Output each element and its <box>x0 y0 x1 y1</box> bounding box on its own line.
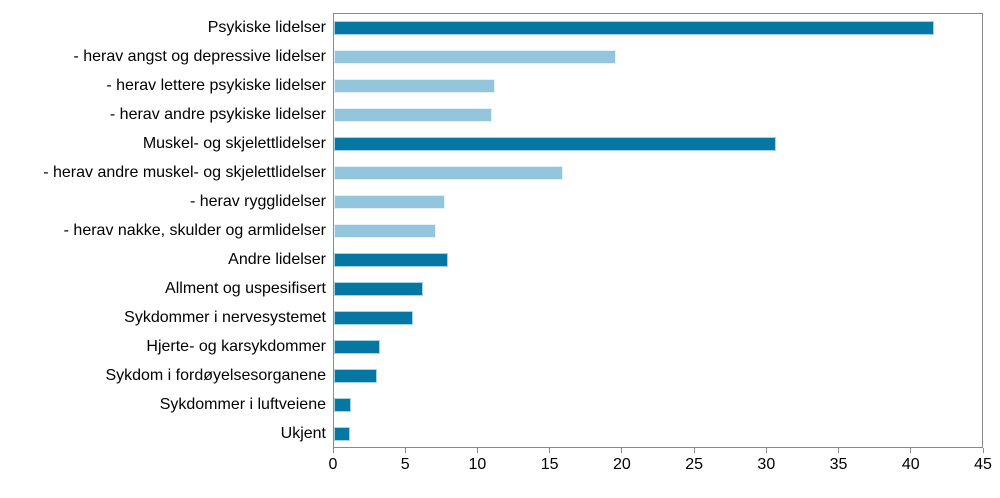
category-label: - herav nakke, skulder og armlidelser <box>63 221 326 239</box>
category-label: Sykdommer i nervesystemet <box>124 308 326 326</box>
bar <box>334 21 935 35</box>
bar <box>334 340 381 354</box>
bar-row <box>334 188 982 217</box>
category-label: Hjerte- og karsykdommer <box>146 337 326 355</box>
x-axis-tick-label: 25 <box>685 456 703 473</box>
x-axis-tick <box>765 448 767 453</box>
bar <box>334 253 448 267</box>
bar-row <box>334 362 982 391</box>
x-axis-tick-label: 35 <box>829 456 848 473</box>
category-axis-labels: Psykiske lidelser - herav angst og depres… <box>0 13 333 448</box>
bar <box>334 224 437 238</box>
bar <box>334 282 424 296</box>
x-axis-tick <box>910 448 912 453</box>
bar-row <box>334 14 982 43</box>
category-label: Ukjent <box>280 424 326 442</box>
bar <box>334 137 777 151</box>
bar-row <box>334 130 982 159</box>
x-axis-tick-label: 5 <box>400 456 410 473</box>
x-axis-tick <box>549 448 551 453</box>
x-axis-tick <box>982 448 984 453</box>
bar <box>334 166 563 180</box>
bar <box>334 50 617 64</box>
bar-row <box>334 101 982 130</box>
bar-row <box>334 420 982 449</box>
category-label: Sykdom i fordøyelsesorganene <box>105 366 326 384</box>
bar-row <box>334 246 982 275</box>
x-axis-tick <box>621 448 623 453</box>
bar-row <box>334 304 982 333</box>
bar-row <box>334 159 982 188</box>
bar <box>334 108 493 122</box>
bar <box>334 79 496 93</box>
plot-area <box>333 13 983 448</box>
category-label: - herav andre psykiske lidelser <box>109 105 326 123</box>
category-label: - herav angst og depressive lidelser <box>73 47 326 65</box>
x-axis-tick <box>476 448 478 453</box>
x-axis-tick-label: 0 <box>328 456 338 473</box>
category-label: Andre lidelser <box>228 250 326 268</box>
category-label: Muskel- og skjelettlidelser <box>142 134 326 152</box>
category-label: Sykdommer i luftveiene <box>159 395 326 413</box>
x-axis-tick-label: 20 <box>612 456 631 473</box>
category-label: - herav lettere psykiske lidelser <box>106 76 326 94</box>
x-axis-tick <box>332 448 334 453</box>
category-label: Allment og uspesifisert <box>165 279 326 297</box>
x-axis-tick-label: 30 <box>757 456 776 473</box>
category-label: Psykiske lidelser <box>207 18 326 36</box>
x-axis-tick <box>404 448 406 453</box>
bar-row <box>334 333 982 362</box>
x-axis-tick-label: 40 <box>901 456 920 473</box>
x-axis-tick <box>693 448 695 453</box>
bar <box>334 398 352 412</box>
category-label: - herav rygglidelser <box>189 192 326 210</box>
category-label: - herav andre muskel- og skjelettlidelse… <box>43 163 326 181</box>
bar-row <box>334 217 982 246</box>
bar-row <box>334 72 982 101</box>
bar-row <box>334 391 982 420</box>
x-axis-tick-label: 10 <box>468 456 487 473</box>
bar-row <box>334 275 982 304</box>
x-axis-tick-label: 45 <box>974 456 992 473</box>
bar <box>334 427 350 441</box>
bar-row <box>334 43 982 72</box>
bar <box>334 369 378 383</box>
x-axis-tick-label: 15 <box>540 456 559 473</box>
bar <box>334 311 414 325</box>
bar <box>334 195 445 209</box>
x-axis-tick <box>838 448 840 453</box>
